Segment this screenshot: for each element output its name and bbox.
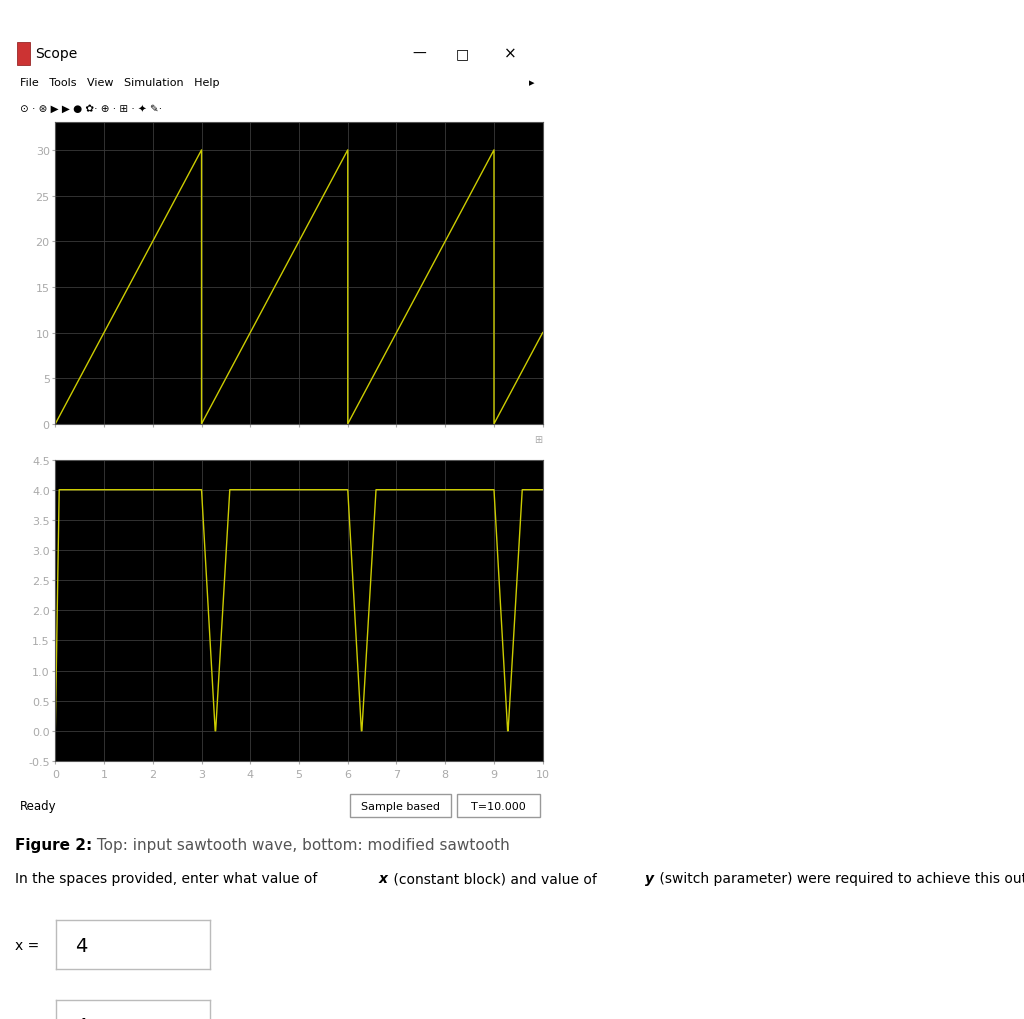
Text: ⊞: ⊞: [535, 435, 543, 444]
Text: □: □: [456, 47, 469, 61]
Text: Scope: Scope: [35, 47, 77, 61]
Text: x: x: [379, 871, 388, 886]
Text: Sample based: Sample based: [361, 801, 440, 811]
Text: y =: y =: [15, 1017, 40, 1019]
Text: T=10.000: T=10.000: [471, 801, 525, 811]
Bar: [349, 795, 452, 817]
Text: (constant block) and value of: (constant block) and value of: [389, 871, 601, 886]
Text: 4: 4: [75, 1016, 87, 1019]
Text: 4: 4: [75, 936, 87, 955]
Bar: [16, 43, 30, 65]
Text: ×: ×: [504, 47, 517, 61]
Text: —: —: [413, 47, 426, 61]
Text: ▸: ▸: [528, 77, 535, 88]
Text: In the spaces provided, enter what value of: In the spaces provided, enter what value…: [15, 871, 323, 886]
Text: (switch parameter) were required to achieve this output.: (switch parameter) were required to achi…: [655, 871, 1024, 886]
Text: Output: Output: [278, 770, 321, 783]
Text: y: y: [645, 871, 654, 886]
Text: File   Tools   View   Simulation   Help: File Tools View Simulation Help: [20, 77, 220, 88]
Text: ⊙ · ⊛ ▶ ▶ ● ✿· ⊕ · ⊞ · ✦ ✎·: ⊙ · ⊛ ▶ ▶ ● ✿· ⊕ · ⊞ · ✦ ✎·: [20, 104, 163, 114]
Text: Input_sawtooth_wave: Input_sawtooth_wave: [231, 433, 367, 446]
Bar: [457, 795, 540, 817]
Text: x =: x =: [15, 937, 40, 952]
Text: Ready: Ready: [20, 800, 57, 812]
Text: Top: input sawtooth wave, bottom: modified sawtooth: Top: input sawtooth wave, bottom: modifi…: [92, 838, 510, 853]
Text: Figure 2:: Figure 2:: [15, 838, 92, 853]
